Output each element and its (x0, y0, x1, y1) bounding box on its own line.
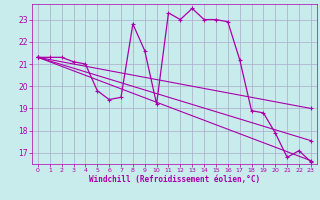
X-axis label: Windchill (Refroidissement éolien,°C): Windchill (Refroidissement éolien,°C) (89, 175, 260, 184)
